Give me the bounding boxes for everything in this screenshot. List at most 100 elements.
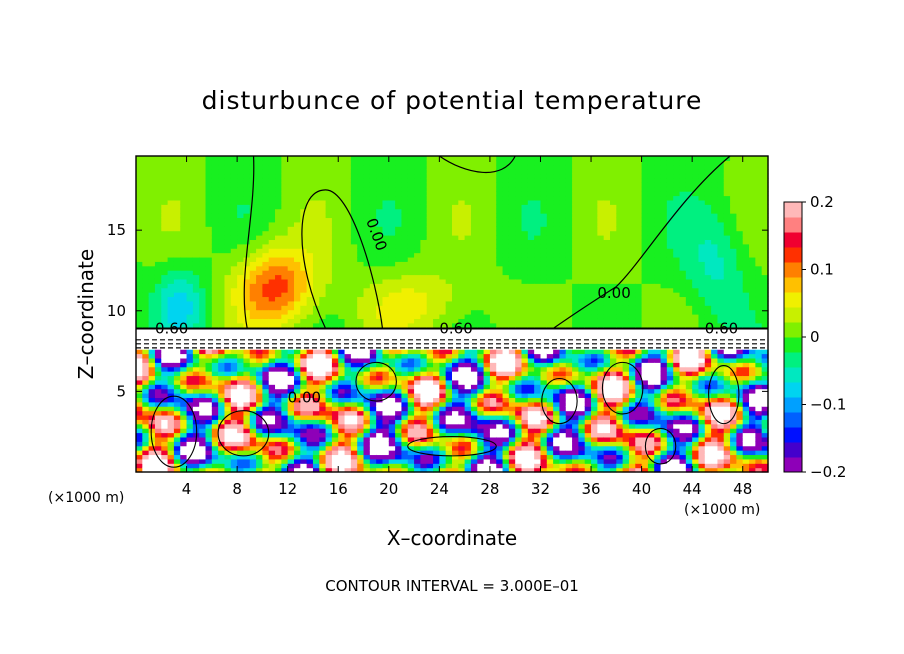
heatmap-cell (369, 410, 377, 416)
heatmap-cell (414, 217, 421, 223)
heatmap-cell (489, 432, 497, 438)
heatmap-cell (464, 226, 472, 232)
heatmap-cell (249, 235, 257, 240)
heatmap-cell (458, 414, 466, 420)
heatmap-cell (357, 362, 365, 368)
heatmap-cell (319, 384, 327, 390)
heatmap-cell (515, 406, 523, 412)
heatmap-cell (325, 204, 333, 210)
heatmap-cell (230, 458, 238, 464)
heatmap-cell (224, 160, 232, 166)
heatmap-cell (173, 243, 181, 249)
heatmap-cell (458, 164, 466, 170)
heatmap-cell (546, 305, 554, 311)
heatmap-cell (496, 349, 504, 355)
heatmap-cell (565, 221, 573, 227)
heatmap-cell (369, 436, 377, 442)
heatmap-cell (243, 436, 251, 442)
heatmap-cell (382, 322, 390, 328)
heatmap-cell (470, 160, 478, 166)
heatmap-cell (180, 309, 188, 315)
heatmap-cell (458, 327, 466, 333)
heatmap-cell (414, 454, 421, 460)
heatmap-cell (173, 221, 181, 227)
heatmap-cell (142, 397, 150, 403)
heatmap-cell (546, 331, 554, 337)
heatmap-cell (180, 239, 188, 245)
heatmap-cell (433, 186, 440, 192)
heatmap-cell (192, 256, 200, 262)
heatmap-cell (470, 199, 478, 205)
heatmap-cell (331, 366, 339, 372)
heatmap-cell (369, 256, 377, 262)
heatmap-cell (180, 331, 188, 337)
heatmap-cell (154, 428, 162, 434)
heatmap-cell (243, 182, 251, 188)
heatmap-cell (180, 156, 188, 161)
heatmap-cell (458, 287, 466, 293)
heatmap-cell (180, 164, 188, 170)
heatmap-cell (426, 217, 434, 223)
heatmap-cell (565, 204, 573, 210)
heatmap-cell (167, 349, 175, 355)
heatmap-cell (508, 208, 516, 214)
heatmap-cell (369, 322, 377, 328)
heatmap-cell (148, 467, 156, 473)
heatmap-cell (407, 335, 415, 341)
heatmap-cell (312, 292, 320, 298)
heatmap-cell (275, 410, 282, 416)
heatmap-cell (483, 182, 491, 188)
heatmap-cell (230, 423, 238, 429)
heatmap-cell (445, 296, 453, 302)
heatmap-cell (565, 445, 573, 451)
heatmap-cell (230, 357, 238, 363)
heatmap-cell (458, 160, 466, 166)
heatmap-cell (199, 340, 207, 346)
heatmap-cell (224, 191, 232, 197)
heatmap-cell (300, 270, 308, 276)
heatmap-cell (350, 463, 358, 469)
heatmap-cell (502, 292, 510, 298)
heatmap-cell (515, 379, 523, 385)
heatmap-cell (515, 458, 523, 464)
heatmap-cell (331, 305, 339, 311)
heatmap-cell (470, 305, 478, 311)
heatmap-cell (426, 467, 434, 473)
heatmap-cell (262, 362, 270, 368)
heatmap-cell (407, 454, 415, 460)
heatmap-cell (395, 292, 403, 298)
heatmap-cell (534, 230, 542, 236)
heatmap-cell (230, 300, 238, 306)
heatmap-cell (464, 467, 472, 473)
heatmap-cell (142, 243, 150, 249)
heatmap-cell (161, 401, 169, 407)
heatmap-cell (275, 406, 282, 412)
heatmap-cell (483, 305, 491, 311)
heatmap-cell (477, 322, 485, 328)
heatmap-cell (559, 366, 567, 372)
heatmap-cell (142, 217, 150, 223)
heatmap-cell (527, 177, 535, 183)
heatmap-cell (483, 331, 491, 337)
heatmap-cell (294, 335, 301, 341)
heatmap-cell (319, 173, 327, 179)
heatmap-cell (275, 283, 282, 289)
heatmap-cell (388, 432, 396, 438)
heatmap-cell (401, 379, 409, 385)
heatmap-cell (395, 230, 403, 236)
heatmap-cell (534, 164, 542, 170)
heatmap-cell (243, 287, 251, 293)
heatmap-cell (237, 450, 245, 456)
heatmap-cell (249, 296, 257, 302)
heatmap-cell (300, 419, 308, 425)
heatmap-cell (502, 340, 510, 346)
heatmap-cell (224, 467, 232, 473)
heatmap-cell (230, 384, 238, 390)
heatmap-cell (262, 445, 270, 451)
heatmap-cell (173, 349, 181, 355)
heatmap-cell (395, 414, 403, 420)
heatmap-cell (572, 445, 579, 451)
heatmap-cell (218, 221, 226, 227)
heatmap-cell (534, 274, 542, 280)
heatmap-cell (230, 305, 238, 311)
